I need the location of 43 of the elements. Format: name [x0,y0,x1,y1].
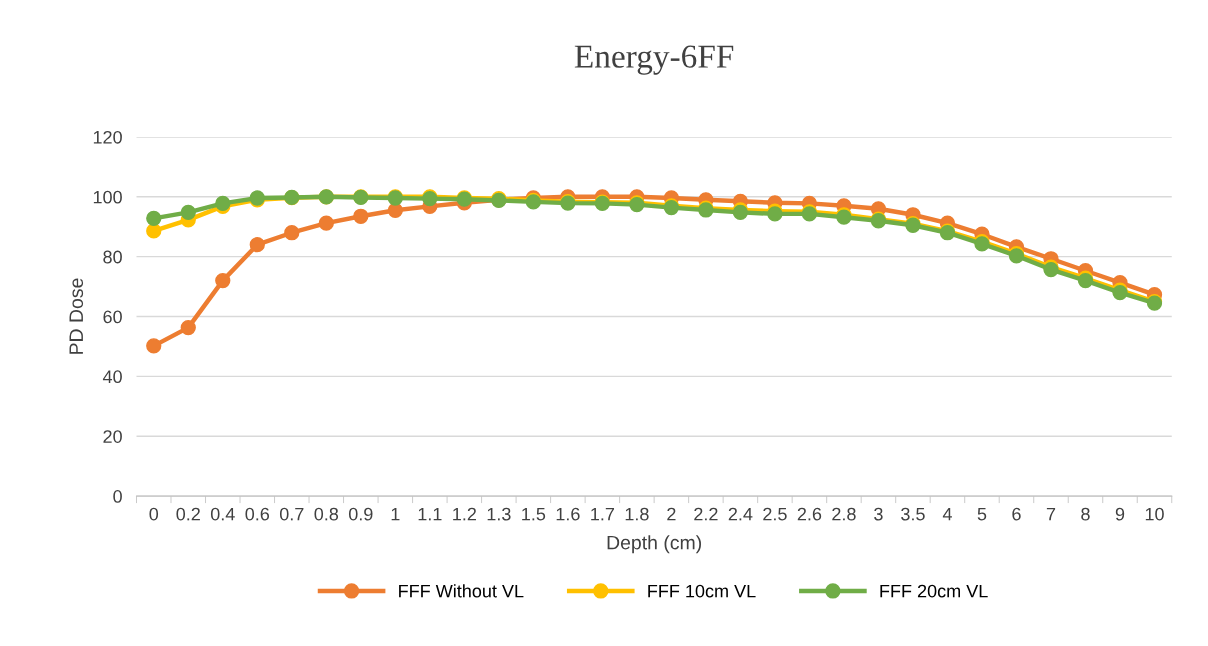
y-tick-label: 100 [93,190,122,204]
x-tick-label: 9 [1115,507,1125,521]
x-tick-label: 8 [1081,507,1090,521]
x-tick-label: 1.7 [591,507,615,521]
x-tick-label: 2.8 [832,507,856,521]
x-tick-label: 2.5 [763,507,787,521]
x-tick-label: 5 [977,507,987,521]
x-tick-label: 2.2 [694,507,718,521]
x-tick-label: 0.2 [176,507,200,521]
x-tick-label: 1.3 [487,507,511,521]
y-tick-label: 60 [103,310,122,324]
x-tick-label: 0 [149,507,159,521]
x-tick-label: 3 [874,507,883,521]
x-axis-title: Depth (cm) [607,535,702,554]
x-tick-label: 6 [1012,507,1021,521]
x-tick-label: 0.4 [210,507,235,521]
x-tick-label: 0.9 [348,507,373,521]
x-tick-label: 1.6 [556,507,580,521]
x-tick-label: 2.6 [797,507,822,521]
x-tick-label: 10 [1145,507,1164,521]
chart-title: Energy-6FF [574,45,734,75]
y-axis-title: PD Dose [69,278,84,354]
legend-label: FFF 10cm VL [648,584,756,598]
x-tick-label: 1.2 [453,507,476,521]
y-tick-label: 20 [103,430,122,443]
x-tick-label: 0.8 [314,507,339,521]
x-tick-label: 1.5 [522,507,546,521]
legend-label: FFF 20cm VL [880,584,988,598]
y-tick-label: 120 [93,130,122,144]
x-tick-label: 0.7 [279,507,304,521]
x-tick-label: 7 [1046,507,1056,521]
x-tick-label: 2 [667,507,676,521]
y-tick-label: 40 [102,370,122,384]
x-tick-label: 1.1 [418,507,442,521]
x-tick-label: 1.8 [625,507,649,521]
x-tick-label: 0.6 [245,507,270,521]
y-tick-label: 0 [113,490,122,503]
x-tick-label: 3.5 [901,507,925,521]
y-tick-label: 80 [103,250,122,264]
x-tick-label: 4 [942,507,952,521]
x-tick-label: 1 [391,507,400,521]
legend-label: FFF Without VL [399,584,524,598]
x-tick-label: 2.4 [728,507,753,521]
